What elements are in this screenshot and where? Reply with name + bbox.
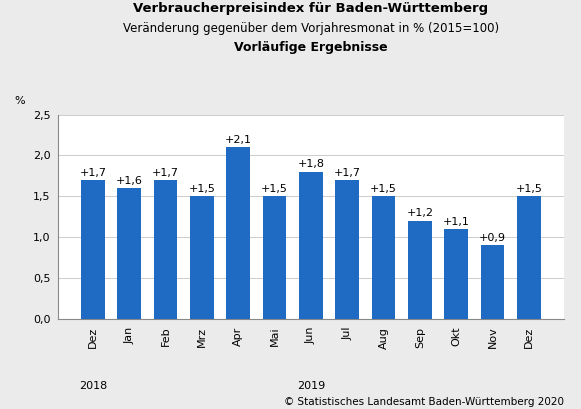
- Text: +1,7: +1,7: [152, 168, 179, 178]
- Text: 2019: 2019: [297, 381, 325, 391]
- Text: +1,8: +1,8: [297, 160, 324, 169]
- Bar: [190, 196, 214, 319]
- Text: 2018: 2018: [79, 381, 107, 391]
- Text: +1,5: +1,5: [261, 184, 288, 194]
- Bar: [444, 229, 468, 319]
- Bar: [517, 196, 540, 319]
- Text: +2,1: +2,1: [225, 135, 252, 145]
- Text: +1,7: +1,7: [80, 168, 106, 178]
- Bar: [480, 245, 504, 319]
- Text: +1,6: +1,6: [116, 176, 143, 186]
- Text: +1,5: +1,5: [370, 184, 397, 194]
- Bar: [299, 172, 322, 319]
- Bar: [335, 180, 359, 319]
- Text: Veränderung gegenüber dem Vorjahresmonat in % (2015=100): Veränderung gegenüber dem Vorjahresmonat…: [123, 22, 499, 36]
- Bar: [227, 147, 250, 319]
- Bar: [81, 180, 105, 319]
- Text: %: %: [15, 97, 25, 106]
- Text: +1,5: +1,5: [188, 184, 216, 194]
- Text: Verbraucherpreisindex für Baden-Württemberg: Verbraucherpreisindex für Baden-Württemb…: [133, 2, 489, 15]
- Text: +1,2: +1,2: [406, 209, 433, 218]
- Bar: [372, 196, 395, 319]
- Bar: [263, 196, 286, 319]
- Text: +1,5: +1,5: [515, 184, 542, 194]
- Bar: [117, 188, 141, 319]
- Text: +1,7: +1,7: [333, 168, 361, 178]
- Text: +1,1: +1,1: [443, 217, 469, 227]
- Text: +0,9: +0,9: [479, 233, 506, 243]
- Text: Vorläufige Ergebnisse: Vorläufige Ergebnisse: [234, 41, 388, 54]
- Bar: [154, 180, 177, 319]
- Bar: [408, 221, 432, 319]
- Text: © Statistisches Landesamt Baden-Württemberg 2020: © Statistisches Landesamt Baden-Württemb…: [284, 397, 564, 407]
